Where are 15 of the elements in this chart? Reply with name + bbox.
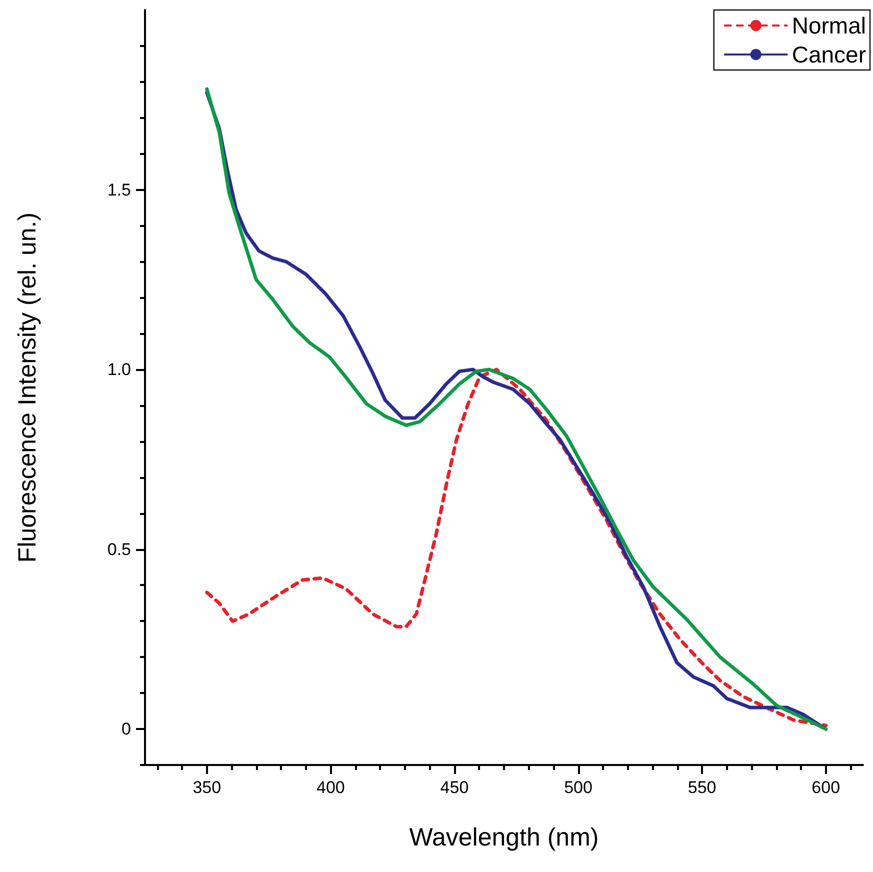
y-tick-label: 1.0 [107, 360, 131, 380]
x-tick-label: 400 [316, 778, 345, 797]
y-tick-label: 0.5 [107, 540, 131, 559]
legend-label: Normal [792, 12, 866, 38]
y-axis-title: Fluorescence Intensity (rel. un.) [14, 212, 42, 563]
x-tick-label: 350 [192, 778, 222, 797]
line-series [205, 368, 828, 728]
y-tick-label: 1.5 [107, 180, 131, 200]
legend-label: Cancer [792, 42, 866, 68]
x-tick-label: 500 [564, 778, 592, 797]
y-tick-label: 0 [122, 720, 131, 739]
x-tick-label: 600 [812, 778, 840, 797]
x-axis-title: Wavelength (nm) [409, 824, 599, 852]
x-tick-label: 550 [688, 778, 716, 797]
x-tick-label: 450 [440, 778, 469, 797]
